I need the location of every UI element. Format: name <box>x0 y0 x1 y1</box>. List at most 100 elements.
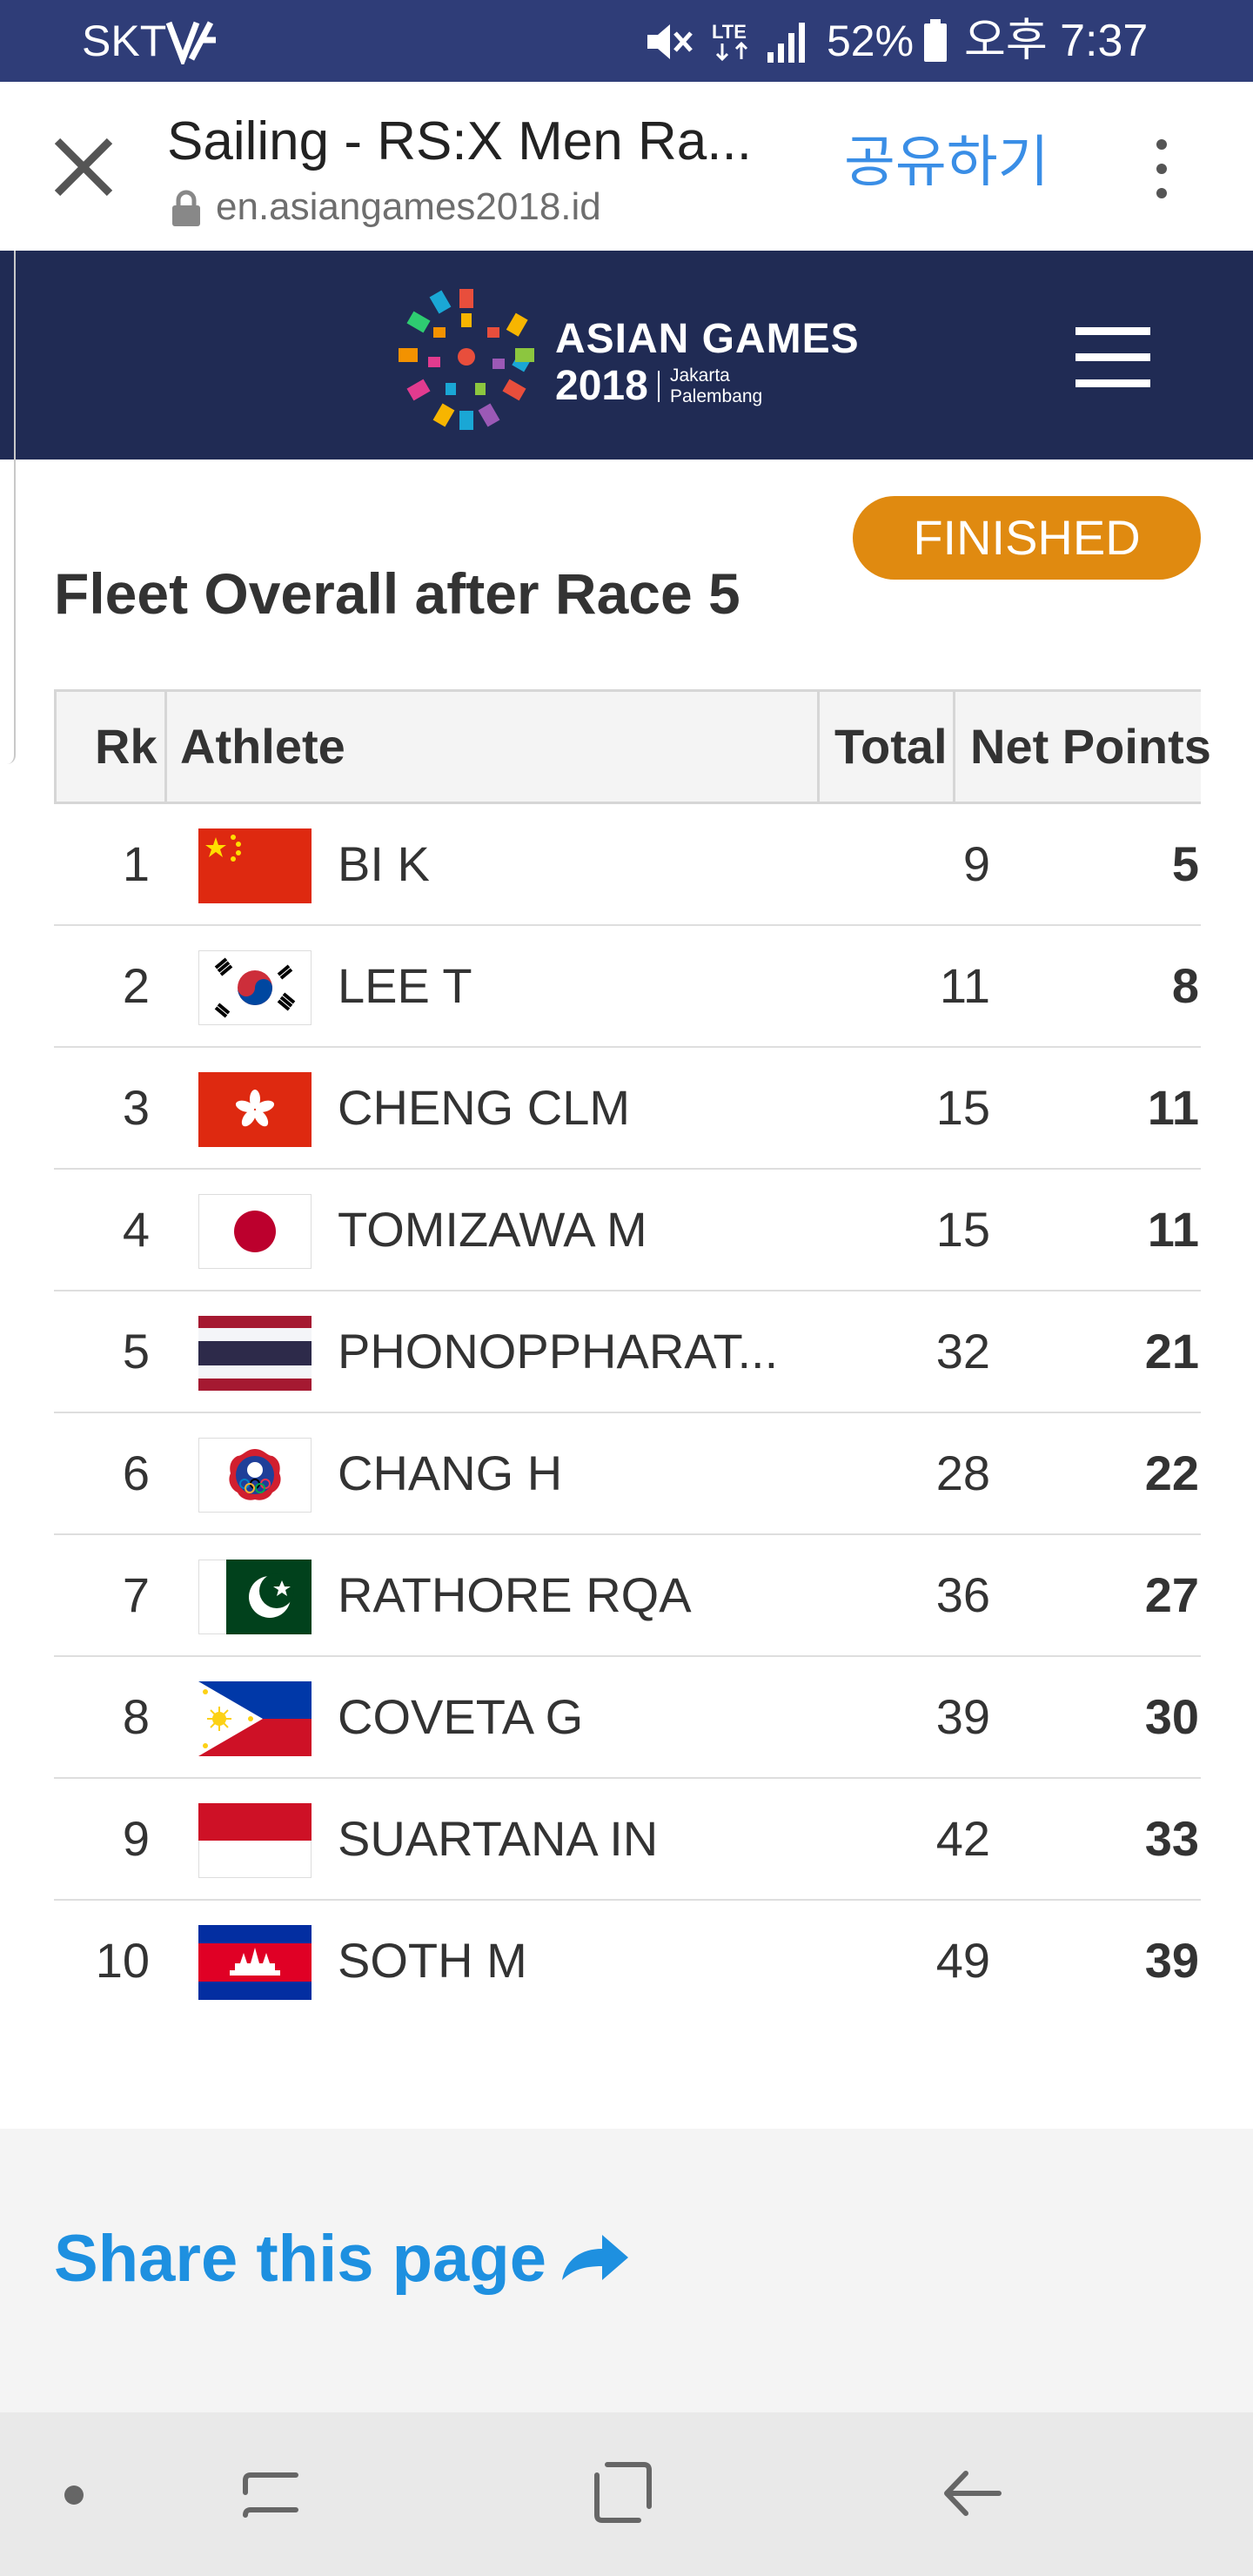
browser-toolbar: Sailing - RS:X Men Ra... en.asiangames20… <box>0 82 1253 251</box>
column-header-net-points[interactable]: Net Points <box>970 719 1211 774</box>
athlete-name[interactable]: COVETA G <box>338 1689 584 1744</box>
menu-icon-bar <box>1075 327 1150 335</box>
athlete-name[interactable]: CHANG H <box>338 1446 563 1500</box>
total-cell: 9 <box>962 836 990 891</box>
table-row[interactable]: 10 SOTH M 49 39 <box>54 1901 1201 2023</box>
asian-games-logo-icon[interactable] <box>397 282 536 430</box>
table-row[interactable]: 3 CHENG CLM 15 11 <box>54 1048 1201 1170</box>
back-icon[interactable] <box>941 2463 1002 2524</box>
thailand-flag-icon <box>198 1316 312 1391</box>
net-points-cell: 11 <box>1147 1080 1199 1135</box>
svg-text:LTE: LTE <box>712 21 747 43</box>
total-cell: 42 <box>935 1811 990 1866</box>
column-divider <box>817 692 820 802</box>
menu-icon-bar <box>1075 379 1150 387</box>
share-section: Share this page <box>0 2129 1253 2412</box>
column-divider <box>164 692 167 802</box>
athlete-name[interactable]: RATHORE RQA <box>338 1567 692 1622</box>
more-options-icon[interactable] <box>1140 134 1183 204</box>
column-header-athlete[interactable]: Athlete <box>180 719 345 774</box>
share-arrow-icon[interactable] <box>557 2230 632 2285</box>
rank-cell: 6 <box>122 1446 150 1500</box>
china-flag-icon <box>198 828 312 903</box>
column-header-total[interactable]: Total <box>834 719 948 774</box>
table-row[interactable]: 6 CHANG H 28 22 <box>54 1413 1201 1535</box>
lock-icon <box>172 190 200 226</box>
athlete-name[interactable]: PHONOPPHARAT... <box>338 1324 779 1379</box>
rank-cell: 4 <box>122 1202 150 1257</box>
net-points-cell: 39 <box>1144 1933 1199 1988</box>
column-header-rank[interactable]: Rk <box>95 719 157 774</box>
net-points-cell: 22 <box>1144 1446 1199 1500</box>
table-row[interactable]: 9 SUARTANA IN 42 33 <box>54 1779 1201 1901</box>
philippines-flag-icon <box>198 1681 312 1756</box>
total-cell: 15 <box>935 1202 990 1257</box>
mute-icon <box>647 24 693 59</box>
page-title: Fleet Overall after Race 5 <box>54 561 740 626</box>
home-icon[interactable] <box>592 2459 653 2526</box>
close-icon[interactable] <box>49 132 118 202</box>
athlete-name[interactable]: TOMIZAWA M <box>338 1202 647 1257</box>
net-points-cell: 21 <box>1144 1324 1199 1379</box>
share-button[interactable]: 공유하기 <box>844 131 1049 193</box>
table-header: Rk Athlete Total Net Points <box>54 689 1211 804</box>
table-row[interactable]: 2 LEE T 11 8 <box>54 926 1201 1048</box>
results-table: Rk Athlete Total Net Points 1 BI K 9 5 2 <box>54 689 1211 2023</box>
net-points-cell: 33 <box>1144 1811 1199 1866</box>
hong-kong-flag-icon <box>198 1072 312 1147</box>
total-cell: 39 <box>935 1689 990 1744</box>
site-header: ASIAN GAMES 2018 Jakarta Palembang <box>0 251 1253 460</box>
athlete-name[interactable]: BI K <box>338 836 430 891</box>
net-points-cell: 30 <box>1144 1689 1199 1744</box>
total-cell: 15 <box>935 1080 990 1135</box>
recent-apps-icon[interactable] <box>240 2461 301 2526</box>
korea-flag-icon <box>198 950 312 1025</box>
system-nav-bar <box>0 2412 1253 2576</box>
total-cell: 36 <box>935 1567 990 1622</box>
battery-percent: 52% <box>827 17 915 65</box>
brand-separator <box>658 371 660 402</box>
rank-cell: 9 <box>122 1811 150 1866</box>
brand-city-2: Palembang <box>670 386 763 406</box>
nav-dot-icon[interactable] <box>64 2485 84 2505</box>
net-points-cell: 11 <box>1147 1202 1199 1257</box>
athlete-name[interactable]: SUARTANA IN <box>338 1811 659 1866</box>
total-cell: 28 <box>935 1446 990 1500</box>
rank-cell: 8 <box>122 1689 150 1744</box>
rank-cell: 3 <box>122 1080 150 1135</box>
brand-city-1: Jakarta <box>670 366 730 386</box>
table-row[interactable]: 4 TOMIZAWA M 15 11 <box>54 1170 1201 1291</box>
net-points-cell: 27 <box>1144 1567 1199 1622</box>
athlete-name[interactable]: CHENG CLM <box>338 1080 631 1135</box>
net-points-cell: 5 <box>1171 836 1199 891</box>
table-row[interactable]: 7 RATHORE RQA 36 27 <box>54 1535 1201 1657</box>
status-badge: FINISHED <box>853 496 1201 580</box>
carrier-label: SKT <box>82 17 167 65</box>
rank-cell: 10 <box>95 1933 150 1988</box>
rank-cell: 5 <box>122 1324 150 1379</box>
share-page-link[interactable]: Share this page <box>54 2222 546 2296</box>
page-tab-title: Sailing - RS:X Men Ra... <box>167 111 752 171</box>
cambodia-flag-icon <box>198 1925 312 2000</box>
page-edge-divider <box>0 251 16 764</box>
table-row[interactable]: 1 BI K 9 5 <box>54 804 1201 926</box>
indonesia-flag-icon <box>198 1803 312 1878</box>
japan-flag-icon <box>198 1194 312 1269</box>
brand-year: 2018 <box>555 363 648 409</box>
table-row[interactable]: 5 PHONOPPHARAT... 32 21 <box>54 1291 1201 1413</box>
url-label: en.asiangames2018.id <box>216 185 601 228</box>
menu-icon[interactable] <box>1075 327 1150 390</box>
total-cell: 49 <box>935 1933 990 1988</box>
total-cell: 32 <box>935 1324 990 1379</box>
menu-icon-bar <box>1075 353 1150 361</box>
rank-cell: 2 <box>122 958 150 1013</box>
lte-icon: LTE <box>712 21 748 62</box>
table-row[interactable]: 8 COVETA G 39 30 <box>54 1657 1201 1779</box>
rank-cell: 7 <box>122 1567 150 1622</box>
brand-name: ASIAN GAMES <box>555 316 860 362</box>
chinese-taipei-flag-icon <box>198 1438 312 1513</box>
battery-icon <box>924 19 947 62</box>
athlete-name[interactable]: SOTH M <box>338 1933 527 1988</box>
signal-icon <box>767 23 805 63</box>
athlete-name[interactable]: LEE T <box>338 958 472 1013</box>
